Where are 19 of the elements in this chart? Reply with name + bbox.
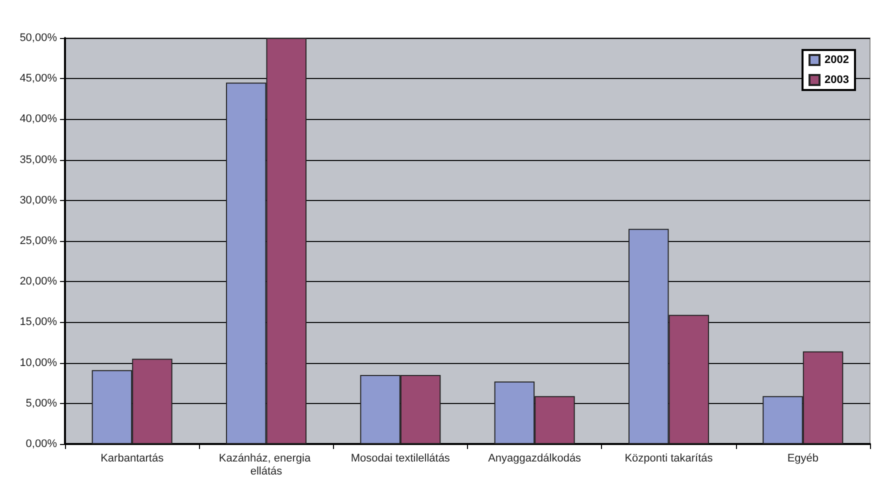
y-tick-label: 15,00%	[20, 316, 58, 328]
y-tick-label: 0,00%	[26, 438, 58, 450]
x-tick-label: Kazánház, energia ellátás	[218, 452, 314, 478]
y-tick-label: 20,00%	[20, 276, 58, 288]
y-tick-label: 30,00%	[20, 194, 58, 206]
y-tick-label: 25,00%	[20, 235, 58, 247]
y-tick-label: 50,00%	[20, 32, 58, 44]
y-tick-label: 10,00%	[20, 356, 58, 369]
x-tick-label: Mosodai textilellátás	[350, 452, 450, 464]
x-tick-label: Anyaggazdálkodás	[488, 452, 582, 464]
legend-label: 2003	[824, 74, 850, 86]
legend-label: 2002	[824, 54, 850, 66]
y-tick-label: 5,00%	[26, 397, 58, 410]
y-tick-label: 45,00%	[20, 72, 58, 85]
y-tick-label: 35,00%	[20, 154, 58, 166]
x-tick-label: Karbantartás	[100, 452, 164, 464]
x-tick-label: Központi takarítás	[624, 452, 714, 464]
y-tick-label: 40,00%	[20, 113, 58, 126]
x-tick-label: Egyéb	[787, 452, 819, 464]
